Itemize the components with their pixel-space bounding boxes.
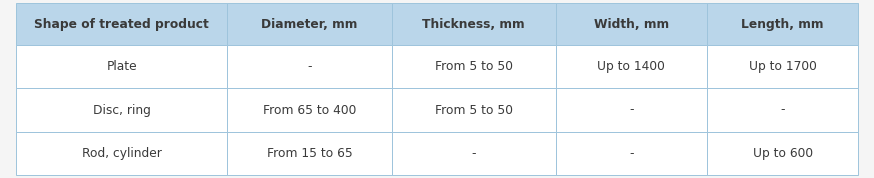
- Text: From 5 to 50: From 5 to 50: [434, 60, 513, 73]
- Bar: [392, 132, 556, 175]
- Bar: [707, 132, 858, 175]
- Bar: [227, 132, 392, 175]
- Bar: [392, 88, 556, 132]
- Text: -: -: [471, 147, 476, 160]
- Bar: [707, 3, 858, 45]
- Bar: [16, 132, 227, 175]
- Bar: [227, 88, 392, 132]
- Text: From 65 to 400: From 65 to 400: [263, 104, 357, 117]
- Text: From 15 to 65: From 15 to 65: [267, 147, 352, 160]
- Bar: [556, 3, 707, 45]
- Bar: [556, 132, 707, 175]
- Text: Rod, cylinder: Rod, cylinder: [81, 147, 162, 160]
- Text: Disc, ring: Disc, ring: [93, 104, 150, 117]
- Text: Thickness, mm: Thickness, mm: [422, 18, 525, 31]
- Text: -: -: [780, 104, 785, 117]
- Text: Up to 600: Up to 600: [753, 147, 813, 160]
- Text: Up to 1400: Up to 1400: [598, 60, 665, 73]
- Text: From 5 to 50: From 5 to 50: [434, 104, 513, 117]
- Text: -: -: [629, 104, 634, 117]
- Text: Plate: Plate: [107, 60, 137, 73]
- Bar: [392, 45, 556, 88]
- Text: Length, mm: Length, mm: [741, 18, 824, 31]
- Text: -: -: [308, 60, 312, 73]
- Bar: [16, 88, 227, 132]
- Text: Diameter, mm: Diameter, mm: [261, 18, 357, 31]
- Bar: [707, 45, 858, 88]
- Bar: [556, 88, 707, 132]
- Text: -: -: [629, 147, 634, 160]
- Text: Shape of treated product: Shape of treated product: [34, 18, 209, 31]
- Bar: [227, 45, 392, 88]
- Bar: [16, 45, 227, 88]
- Text: Width, mm: Width, mm: [593, 18, 669, 31]
- Bar: [707, 88, 858, 132]
- Text: Up to 1700: Up to 1700: [749, 60, 816, 73]
- Bar: [227, 3, 392, 45]
- Bar: [392, 3, 556, 45]
- Bar: [556, 45, 707, 88]
- Bar: [16, 3, 227, 45]
